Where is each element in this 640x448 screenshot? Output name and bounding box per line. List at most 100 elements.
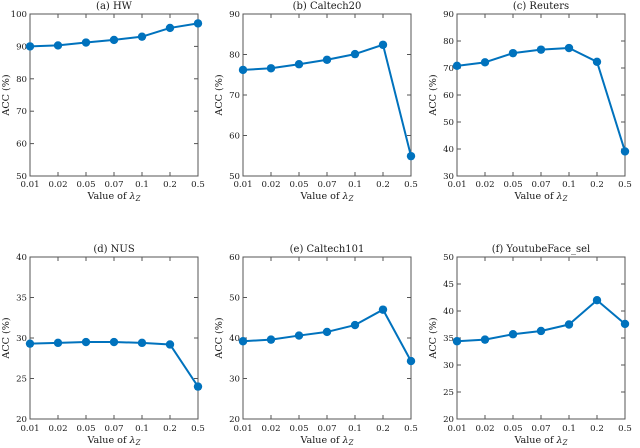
x-tick-label: 0.01	[234, 180, 253, 190]
data-point	[165, 340, 175, 349]
chart-title: (e) Caltech101	[290, 244, 365, 255]
x-tick-label: 0.07	[318, 180, 337, 190]
subplot-e-caltech101: 20 30 40 50 60 0.01 0.02 0.05 0.07 0.1 0.2 0.5 (e) C…	[213, 224, 426, 448]
data-point	[407, 151, 416, 161]
y-tick-label: 80	[229, 51, 240, 61]
y-axis-label: ACC (%)	[214, 74, 225, 116]
x-tick-label: 0.2	[376, 424, 390, 434]
data-point	[480, 335, 489, 344]
y-tick-label: 50	[443, 118, 454, 128]
y-tick-label: 90	[229, 10, 240, 20]
y-tick-label: 45	[443, 280, 454, 290]
x-tick-label: 0.01	[20, 180, 39, 190]
y-tick-label: 20	[16, 415, 27, 425]
y-tick-label: 90	[16, 42, 27, 52]
data-point	[508, 48, 517, 58]
data-point	[323, 327, 332, 337]
x-tick-label: 0.1	[562, 424, 576, 434]
chart-title: (d) NUS	[93, 244, 135, 255]
y-tick-label: 50	[229, 172, 240, 182]
x-tick-label: 0.07	[531, 424, 550, 434]
subplot-f-youtubeface-sel: 20 25 30 35 40 45 50 0.01 0.02 0.05 0.07 0.1 0.2 0.5 (…	[427, 224, 640, 448]
data-point	[379, 40, 388, 49]
chart-canvas-d: 20 25 30 35 40 0.01 0.02 0.05 0.07 0.1 0.2 0.5 (d) N…	[1, 244, 205, 447]
y-axis-label: ACC (%)	[1, 74, 12, 116]
data-point	[137, 338, 147, 348]
x-tick-label: 0.05	[503, 180, 522, 190]
data-point	[536, 326, 545, 336]
x-axis-label: Value of λZ	[300, 191, 354, 203]
x-tick-label: 0.1	[135, 424, 149, 434]
y-tick-label: 80	[443, 37, 454, 47]
y-tick-label: 30	[229, 374, 240, 384]
x-tick-label: 0.2	[590, 180, 604, 190]
y-tick-label: 70	[229, 91, 240, 101]
chart-title: (f) YoutubeFace_sel	[491, 244, 590, 255]
y-tick-label: 40	[443, 307, 454, 317]
data-point	[267, 335, 276, 344]
data-point	[267, 64, 276, 73]
subplot-a-hw: 50 60 70 80 90 100 0.01 0.02 0.05 0.07 0.1 0.2 0.5 (a…	[0, 0, 213, 224]
data-point	[193, 19, 203, 28]
x-tick-label: 0.1	[135, 180, 149, 190]
subplot-b-caltech20: 50 60 70 80 90 0.01 0.02 0.05 0.07 0.1 0.2 0.5 (b) C…	[213, 0, 426, 224]
data-point	[81, 337, 91, 347]
x-tick-label: 0.2	[163, 180, 177, 190]
data-point	[193, 382, 203, 391]
data-point	[25, 42, 35, 51]
y-tick-label: 100	[11, 10, 27, 20]
x-axis-label: Value of λZ	[300, 435, 354, 447]
data-point	[452, 337, 461, 346]
x-tick-label: 0.2	[376, 180, 390, 190]
data-point	[592, 57, 601, 66]
x-tick-label: 0.02	[475, 180, 494, 190]
data-point	[351, 320, 360, 330]
data-point	[620, 147, 629, 156]
x-tick-label: 0.01	[447, 424, 466, 434]
data-point	[452, 61, 461, 71]
data-point	[407, 356, 416, 366]
chart-canvas-f: 20 25 30 35 40 45 50 0.01 0.02 0.05 0.07 0.1 0.2 0.5 (…	[428, 244, 632, 447]
y-tick-label: 60	[16, 140, 27, 150]
y-axis-label: ACC (%)	[428, 74, 439, 116]
chart-canvas-b: 50 60 70 80 90 0.01 0.02 0.05 0.07 0.1 0.2 0.5 (b) C…	[214, 1, 418, 203]
data-point	[165, 23, 175, 33]
data-point	[295, 331, 304, 340]
data-point	[351, 49, 360, 59]
chart-canvas-c: 30 40 50 60 70 80 90 0.01 0.02 0.05 0.07 0.1 0.2 0.5 (…	[428, 1, 632, 203]
data-point	[564, 43, 573, 53]
data-point	[480, 58, 489, 67]
x-tick-label: 0.07	[104, 424, 123, 434]
y-tick-label: 25	[443, 388, 454, 398]
x-tick-label: 0.01	[234, 424, 253, 434]
y-axis-label: ACC (%)	[428, 317, 439, 359]
data-point	[53, 41, 63, 50]
chart-canvas-a: 50 60 70 80 90 100 0.01 0.02 0.05 0.07 0.1 0.2 0.5 (a…	[1, 1, 205, 203]
data-point	[323, 55, 332, 64]
data-point	[536, 45, 545, 54]
x-tick-label: 0.02	[475, 424, 494, 434]
data-point	[53, 338, 63, 348]
y-tick-label: 90	[443, 10, 454, 20]
data-point	[508, 330, 517, 339]
x-tick-label: 0.5	[191, 180, 205, 190]
chart-title: (b) Caltech20	[293, 1, 362, 12]
y-tick-label: 50	[16, 172, 27, 182]
x-tick-label: 0.05	[76, 424, 95, 434]
y-tick-label: 60	[229, 253, 240, 263]
y-tick-label: 25	[16, 374, 27, 384]
x-tick-label: 0.05	[503, 424, 522, 434]
subplot-d-nus: 20 25 30 35 40 0.01 0.02 0.05 0.07 0.1 0.2 0.5 (d) N…	[0, 224, 213, 448]
y-tick-label: 30	[443, 172, 454, 182]
x-tick-label: 0.1	[348, 180, 362, 190]
series-line	[29, 341, 199, 388]
x-tick-label: 0.2	[590, 424, 604, 434]
data-point	[564, 320, 573, 329]
y-tick-label: 70	[16, 107, 27, 117]
x-tick-label: 0.05	[290, 424, 309, 434]
y-tick-label: 20	[443, 415, 454, 425]
chart-canvas-e: 20 30 40 50 60 0.01 0.02 0.05 0.07 0.1 0.2 0.5 (e) C…	[214, 244, 418, 447]
y-axis-label: ACC (%)	[214, 317, 225, 359]
x-tick-label: 0.01	[20, 424, 39, 434]
